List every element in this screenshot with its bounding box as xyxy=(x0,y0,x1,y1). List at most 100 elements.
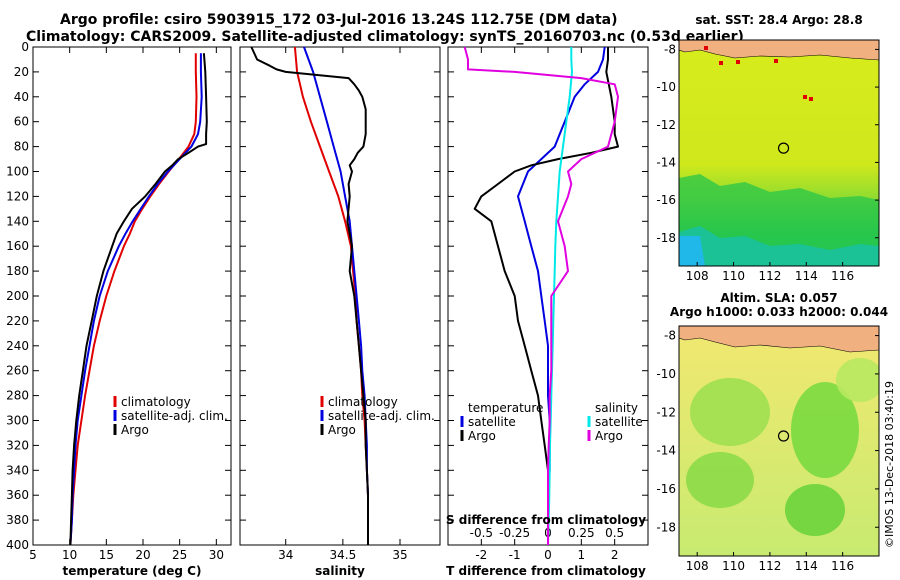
map-x-tick-label: 114 xyxy=(795,559,818,573)
s-tick-label: -0.5 xyxy=(470,526,493,540)
x-tick-label: 35 xyxy=(392,548,407,562)
map-y-tick-label: -18 xyxy=(656,520,676,534)
series-line-climatology xyxy=(69,53,198,546)
legend-label: satellite xyxy=(595,415,643,429)
y-tick-label: 20 xyxy=(14,65,29,79)
difference-series xyxy=(463,46,619,546)
temperature-xlabel: temperature (deg C) xyxy=(63,564,202,578)
sst-map: sat. SST: 28.4 Argo: 28.8 108 110 112 114 11… xyxy=(656,13,880,283)
legend-label: satellite-adj. clim. xyxy=(121,409,228,423)
map-y-tick-label: -10 xyxy=(656,80,676,94)
map-x-tick-label: 116 xyxy=(831,559,854,573)
legend-title: temperature xyxy=(468,401,543,415)
x-tick-label: 20 xyxy=(135,548,150,562)
difference-legend: temperaturesatelliteArgosalinitysatellit… xyxy=(460,401,643,443)
sla-low-region xyxy=(785,484,845,536)
series-line-t-argo xyxy=(473,47,619,545)
map-x-tick-label: 108 xyxy=(686,269,709,283)
map-x-tick-label: 116 xyxy=(831,269,854,283)
hot-pixel xyxy=(719,61,723,65)
y-tick-label: 280 xyxy=(6,389,29,403)
temperature-axes-frame xyxy=(32,46,232,546)
s-tick-label: -0.25 xyxy=(499,526,530,540)
sst-map-frame xyxy=(678,39,880,267)
land-java xyxy=(679,40,879,61)
y-tick-label: 320 xyxy=(6,438,29,452)
map-y-tick-label: -8 xyxy=(664,42,676,56)
map-x-tick-label: 112 xyxy=(758,559,781,573)
legend-label: Argo xyxy=(595,429,623,443)
y-tick-label: 40 xyxy=(14,90,29,104)
x-tick-label: 34.5 xyxy=(329,548,356,562)
x-tick-label: -2 xyxy=(475,548,487,562)
imos-credit: ©IMOS 13-Dec-2018 03:40:19 xyxy=(883,381,896,548)
y-tick-label: 180 xyxy=(6,264,29,278)
x-tick-label: 2 xyxy=(611,548,619,562)
sst-cold-patch xyxy=(679,236,705,266)
sla-map: Altim. SLA: 0.057 Argo h1000: 0.033 h200… xyxy=(656,291,888,573)
hot-pixel xyxy=(803,95,807,99)
x-tick-label: -1 xyxy=(509,548,521,562)
s-tick-label: 0.25 xyxy=(568,526,595,540)
sla-map-ticks: 108 110 112 114 116 -8 -10 -12 -14 -16 -18 xyxy=(656,329,879,573)
y-tick-label: 260 xyxy=(6,364,29,378)
sla-low-region xyxy=(836,358,879,402)
s-difference-label: S difference from climatology xyxy=(446,513,646,527)
temperature-series xyxy=(69,53,208,546)
x-tick-label: 5 xyxy=(29,548,37,562)
title-line-2: Climatology: CARS2009. Satellite-adjuste… xyxy=(26,29,744,45)
map-x-tick-label: 112 xyxy=(758,269,781,283)
series-line-argo xyxy=(69,53,208,546)
x-tick-label: 1 xyxy=(578,548,586,562)
hot-pixel xyxy=(809,97,813,101)
salinity-xlabel: salinity xyxy=(315,564,365,578)
y-tick-label: 120 xyxy=(6,189,29,203)
y-tick-label: 300 xyxy=(6,414,29,428)
sla-map-title: Altim. SLA: 0.057 xyxy=(720,291,837,305)
land-java xyxy=(679,326,879,353)
series-line-s-satellite xyxy=(547,47,573,546)
map-x-tick-label: 110 xyxy=(722,269,745,283)
legend-label: climatology xyxy=(328,395,398,409)
difference-ticks: -2 -1 0 1 2-0.5 -0.25 0 0.25 0.5 xyxy=(448,46,648,562)
legend-label: satellite xyxy=(468,415,516,429)
y-tick-label: 60 xyxy=(14,115,29,129)
sla-map-subtitle: Argo h1000: 0.033 h2000: 0.044 xyxy=(670,305,888,319)
sst-map-ticks: 108 110 112 114 116 -8 -10 -12 -14 -16 -18 xyxy=(656,42,879,283)
s-tick-label: 0.5 xyxy=(605,526,624,540)
y-tick-label: 240 xyxy=(6,339,29,353)
map-x-tick-label: 114 xyxy=(795,269,818,283)
map-x-tick-label: 108 xyxy=(686,559,709,573)
hot-pixel xyxy=(736,60,740,64)
y-tick-label: 160 xyxy=(6,239,29,253)
series-line-satellite-adj-clim- xyxy=(69,53,203,546)
legend-label: climatology xyxy=(121,395,191,409)
sla-low-region xyxy=(686,452,754,508)
y-tick-label: 360 xyxy=(6,488,29,502)
map-y-tick-label: -18 xyxy=(656,231,676,245)
map-y-tick-label: -8 xyxy=(664,329,676,343)
map-y-tick-label: -16 xyxy=(656,193,676,207)
t-difference-xlabel: T difference from climatology xyxy=(446,564,646,578)
sla-low-region xyxy=(791,382,859,478)
y-tick-label: 340 xyxy=(6,463,29,477)
legend-label: Argo xyxy=(328,423,356,437)
legend-label: satellite-adj. clim. xyxy=(328,409,435,423)
legend-label: Argo xyxy=(468,429,496,443)
argo-location-marker xyxy=(777,430,790,442)
y-tick-label: 100 xyxy=(6,165,29,179)
y-tick-label: 140 xyxy=(6,214,29,228)
map-y-tick-label: -16 xyxy=(656,482,676,496)
y-tick-label: 200 xyxy=(6,289,29,303)
y-tick-label: 80 xyxy=(14,140,29,154)
sst-coolest-region xyxy=(679,226,879,266)
map-x-tick-label: 110 xyxy=(722,559,745,573)
y-tick-label: 400 xyxy=(6,538,29,552)
series-line-s-argo xyxy=(463,46,619,545)
y-tick-label: 380 xyxy=(6,513,29,527)
map-y-tick-label: -14 xyxy=(656,155,676,169)
legend-label: Argo xyxy=(121,423,149,437)
